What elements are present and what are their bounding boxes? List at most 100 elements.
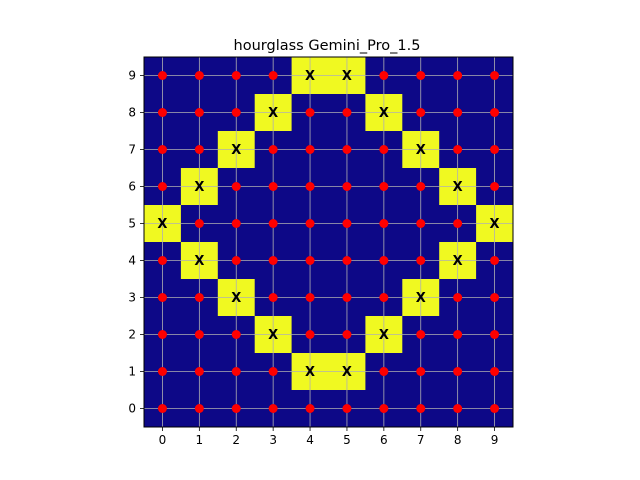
x-marker: X — [379, 106, 389, 121]
grid-point — [416, 71, 426, 80]
y-tick-label: 2 — [128, 328, 136, 342]
grid-point — [157, 293, 167, 302]
grid-point — [379, 367, 389, 376]
grid-point — [194, 330, 204, 339]
grid-point — [342, 404, 352, 413]
grid-point — [416, 330, 426, 339]
grid-point — [490, 330, 500, 339]
grid-point — [305, 330, 315, 339]
grid-point — [305, 182, 315, 191]
grid-point — [416, 256, 426, 265]
y-axis-ticks: 0 1 2 3 4 5 6 7 8 9 — [128, 69, 144, 416]
x-marker: X — [305, 365, 315, 380]
grid-point — [379, 182, 389, 191]
grid-point — [490, 182, 500, 191]
grid-point — [231, 404, 241, 413]
grid-point — [305, 145, 315, 154]
x-tick-label: 4 — [306, 433, 314, 447]
grid-point — [157, 108, 167, 117]
grid-point — [157, 71, 167, 80]
grid-point — [231, 219, 241, 228]
x-marker: X — [342, 365, 352, 380]
x-marker: X — [268, 106, 278, 121]
grid-point — [379, 145, 389, 154]
grid-point — [490, 71, 500, 80]
grid-point — [453, 145, 463, 154]
x-marker: X — [194, 254, 204, 269]
grid-point — [157, 145, 167, 154]
grid-point — [379, 219, 389, 228]
grid-point — [157, 367, 167, 376]
grid-point — [157, 330, 167, 339]
grid-point — [231, 71, 241, 80]
grid-point — [305, 219, 315, 228]
grid-point — [231, 256, 241, 265]
grid-point — [342, 219, 352, 228]
grid-point — [231, 367, 241, 376]
x-tick-label: 3 — [269, 433, 277, 447]
grid-point — [305, 108, 315, 117]
grid-point — [194, 145, 204, 154]
grid-point — [194, 404, 204, 413]
x-tick-label: 8 — [454, 433, 462, 447]
grid-point — [490, 145, 500, 154]
y-tick-label: 9 — [128, 69, 136, 83]
x-tick-label: 7 — [417, 433, 425, 447]
grid-point — [268, 71, 278, 80]
grid-point — [305, 256, 315, 265]
grid-point — [268, 404, 278, 413]
grid-point — [416, 108, 426, 117]
grid-point — [453, 293, 463, 302]
x-marker: X — [194, 180, 204, 195]
grid-point — [490, 404, 500, 413]
grid-point — [342, 330, 352, 339]
axes-frame — [143, 56, 514, 428]
grid-point — [268, 293, 278, 302]
x-marker: X — [231, 291, 241, 306]
grid-point — [453, 330, 463, 339]
grid-point — [157, 404, 167, 413]
x-marker: X — [342, 69, 352, 84]
y-tick-label: 4 — [128, 254, 136, 268]
grid-point — [342, 182, 352, 191]
y-tick-label: 6 — [128, 180, 136, 194]
grid-point — [157, 256, 167, 265]
x-marks: X X X X X X X X X X X X X X X X X X — [157, 69, 499, 380]
grid-point — [453, 404, 463, 413]
grid-point — [416, 219, 426, 228]
x-marker: X — [157, 217, 167, 232]
grid-point — [416, 404, 426, 413]
grid-point — [342, 293, 352, 302]
x-marker: X — [231, 143, 241, 158]
grid-point — [268, 219, 278, 228]
grid-point — [194, 108, 204, 117]
grid-point — [231, 330, 241, 339]
grid-point — [342, 256, 352, 265]
grid-point — [453, 367, 463, 376]
grid-point — [194, 293, 204, 302]
grid-point — [453, 219, 463, 228]
y-tick-label: 3 — [128, 291, 136, 305]
grid-point — [194, 367, 204, 376]
grid-point — [342, 145, 352, 154]
x-marker: X — [305, 69, 315, 84]
y-tick-label: 0 — [128, 402, 136, 416]
x-marker: X — [268, 328, 278, 343]
x-tick-label: 6 — [380, 433, 388, 447]
grid-point — [490, 293, 500, 302]
grid-point — [157, 182, 167, 191]
grid-point — [453, 71, 463, 80]
x-axis-ticks: 0 1 2 3 4 5 6 7 8 9 — [159, 427, 498, 447]
grid-point — [342, 108, 352, 117]
grid-point — [379, 404, 389, 413]
grid-point — [379, 293, 389, 302]
x-marker: X — [379, 328, 389, 343]
y-tick-label: 1 — [128, 365, 136, 379]
grid-point — [231, 182, 241, 191]
y-tick-label: 5 — [128, 217, 136, 231]
grid-point — [194, 71, 204, 80]
grid-point — [416, 182, 426, 191]
x-marker: X — [453, 180, 463, 195]
y-tick-label: 7 — [128, 143, 136, 157]
